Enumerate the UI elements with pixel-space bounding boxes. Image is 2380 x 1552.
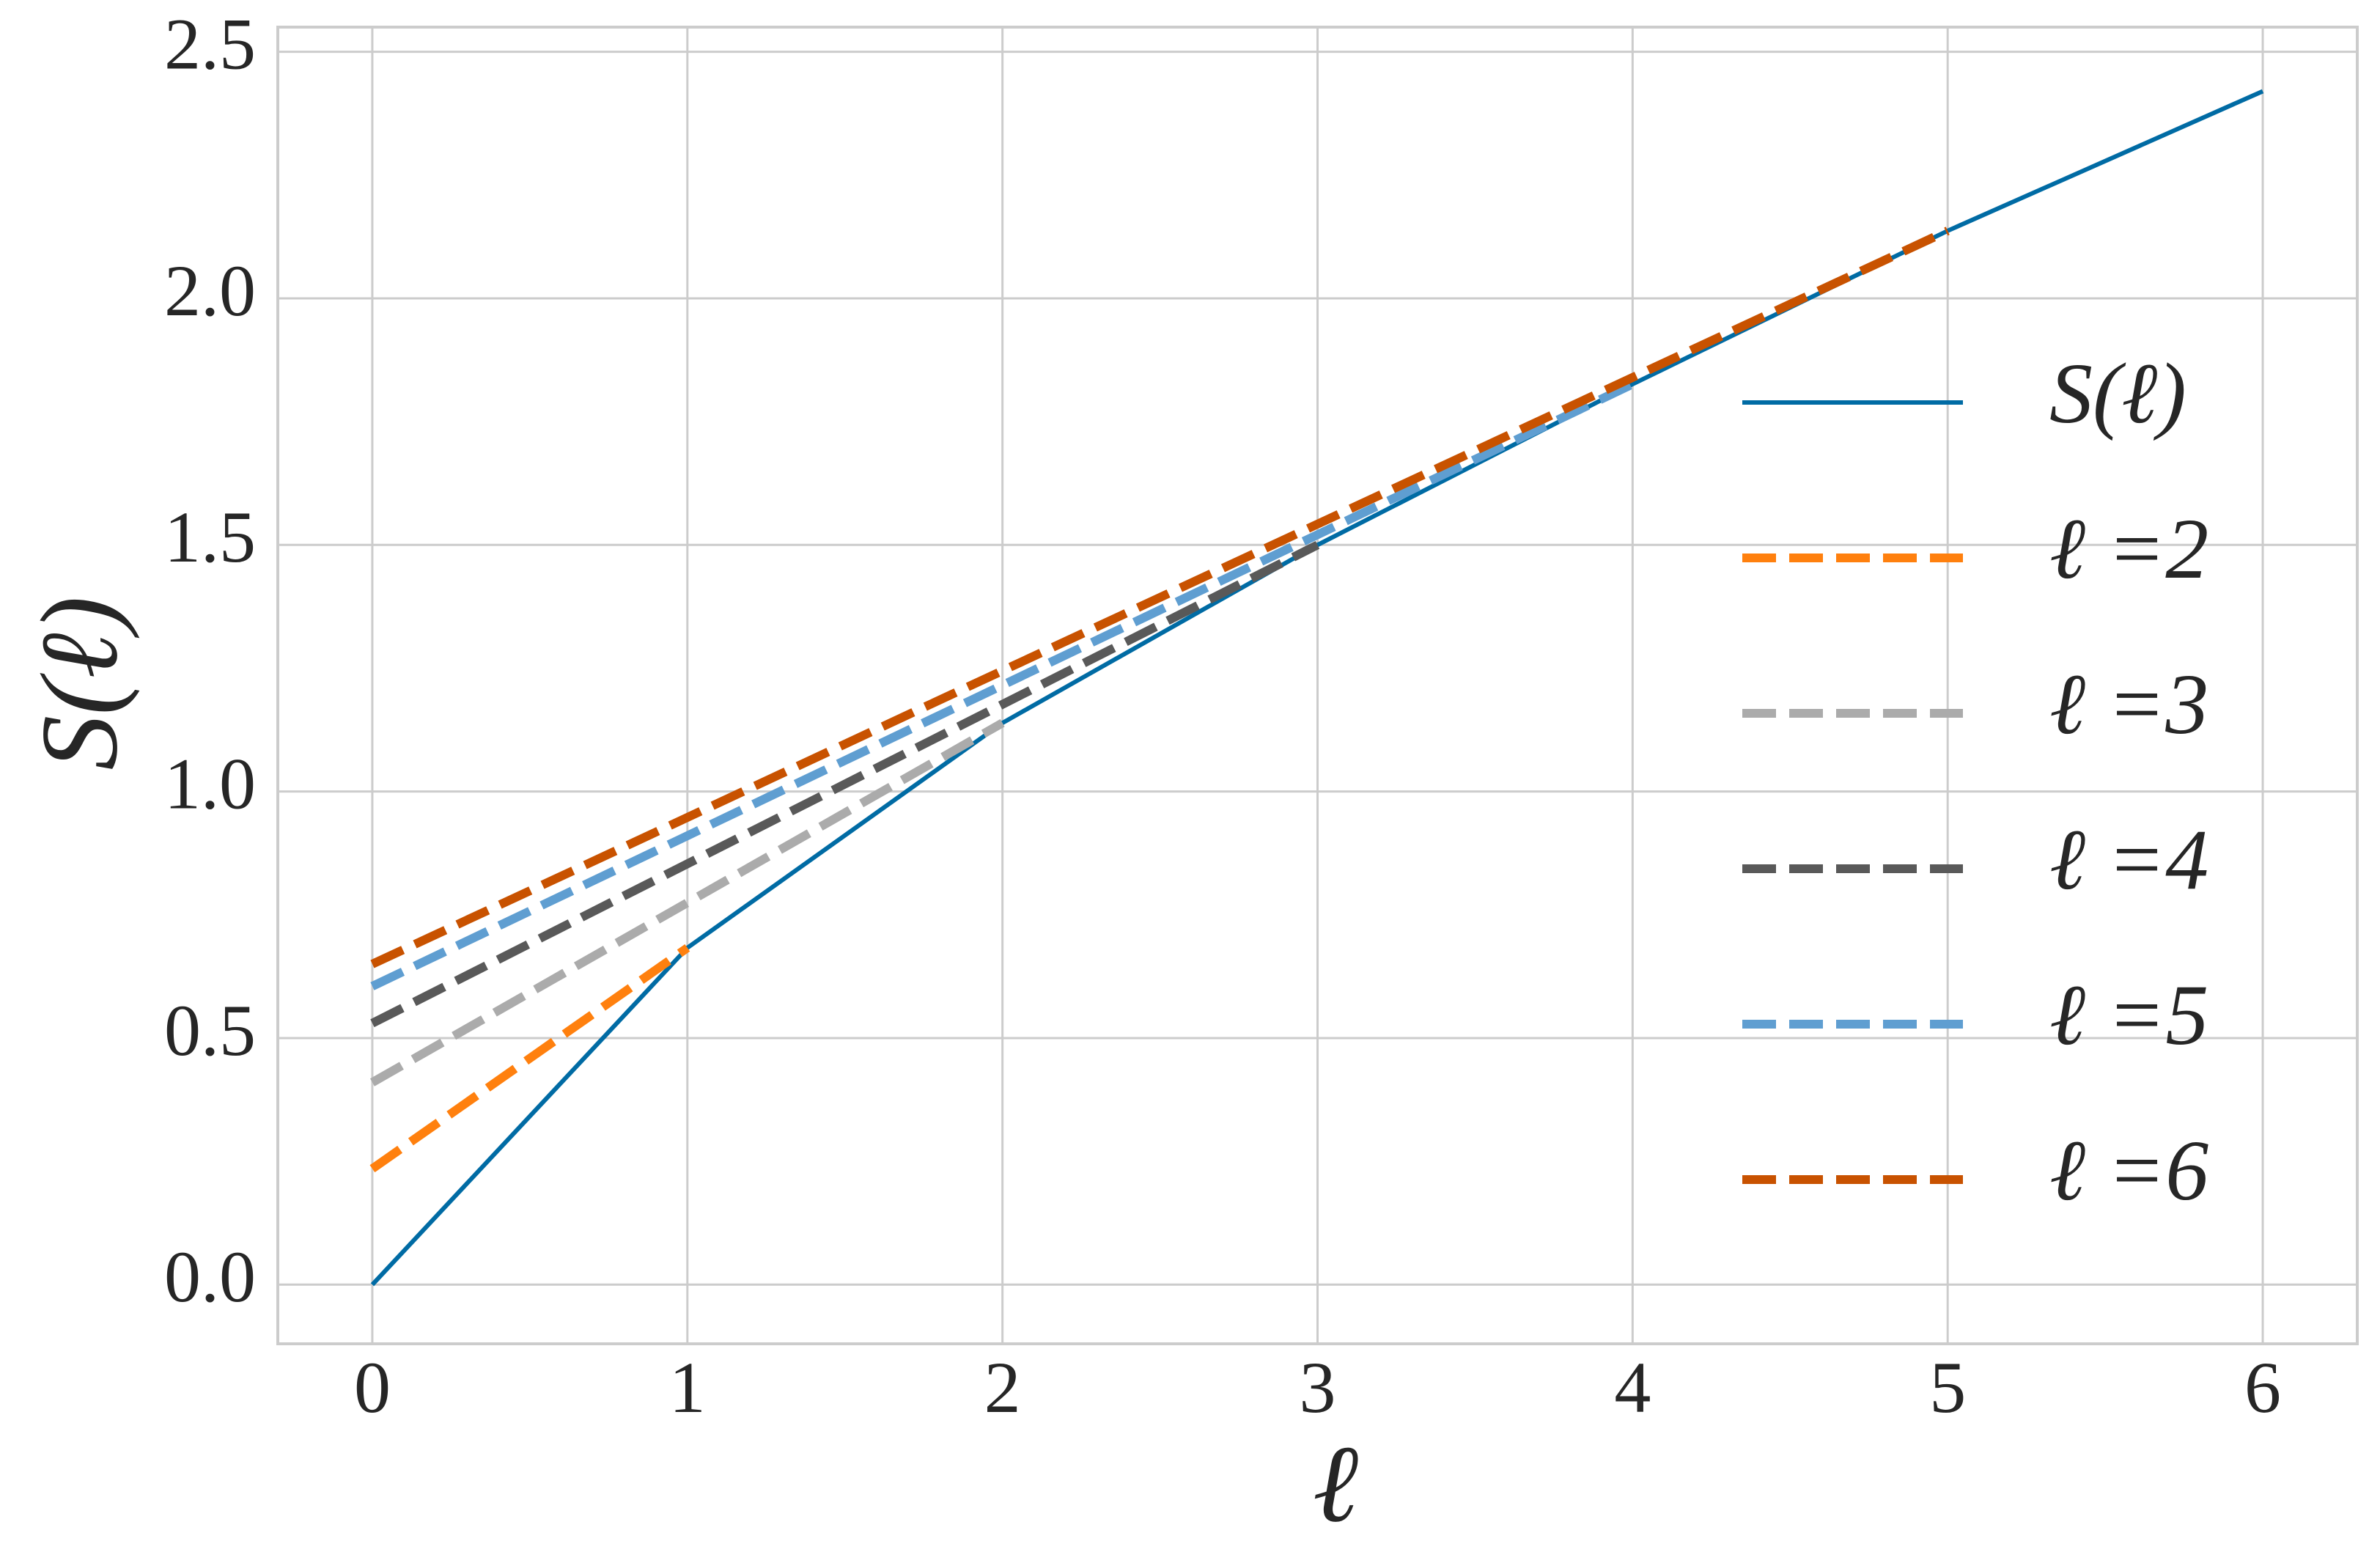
x-axis-label: ℓ — [1313, 1423, 1358, 1545]
y-tick-label: 1.5 — [164, 496, 256, 578]
x-tick-label: 6 — [2244, 1347, 2281, 1428]
series-line — [369, 718, 1005, 1086]
legend-label: ℓ =5 — [2049, 967, 2208, 1063]
x-tick-label: 1 — [669, 1347, 706, 1428]
legend-label: ℓ =2 — [2049, 501, 2208, 597]
x-tick-label: 4 — [1614, 1347, 1651, 1428]
legend-label: ℓ =4 — [2049, 812, 2208, 908]
series-line — [370, 89, 2264, 1287]
y-tick-label: 0.5 — [164, 990, 256, 1071]
x-tick-label: 3 — [1300, 1347, 1336, 1428]
series-line — [369, 944, 690, 1173]
legend-label: ℓ =6 — [2049, 1122, 2208, 1218]
x-tick-label: 5 — [1929, 1347, 1966, 1428]
y-tick-label: 2.0 — [164, 250, 256, 331]
series-line — [370, 540, 1320, 1028]
y-tick-label: 1.0 — [164, 743, 256, 825]
x-tick-label: 0 — [354, 1347, 391, 1428]
y-tick-label: 2.5 — [164, 4, 256, 85]
legend-label: S(ℓ) — [2049, 345, 2186, 441]
y-tick-label: 0.0 — [164, 1236, 256, 1317]
series-line — [370, 227, 1950, 968]
y-axis-label: S(ℓ) — [18, 596, 140, 770]
legend-label: ℓ =3 — [2049, 656, 2208, 752]
x-tick-label: 2 — [984, 1347, 1021, 1428]
